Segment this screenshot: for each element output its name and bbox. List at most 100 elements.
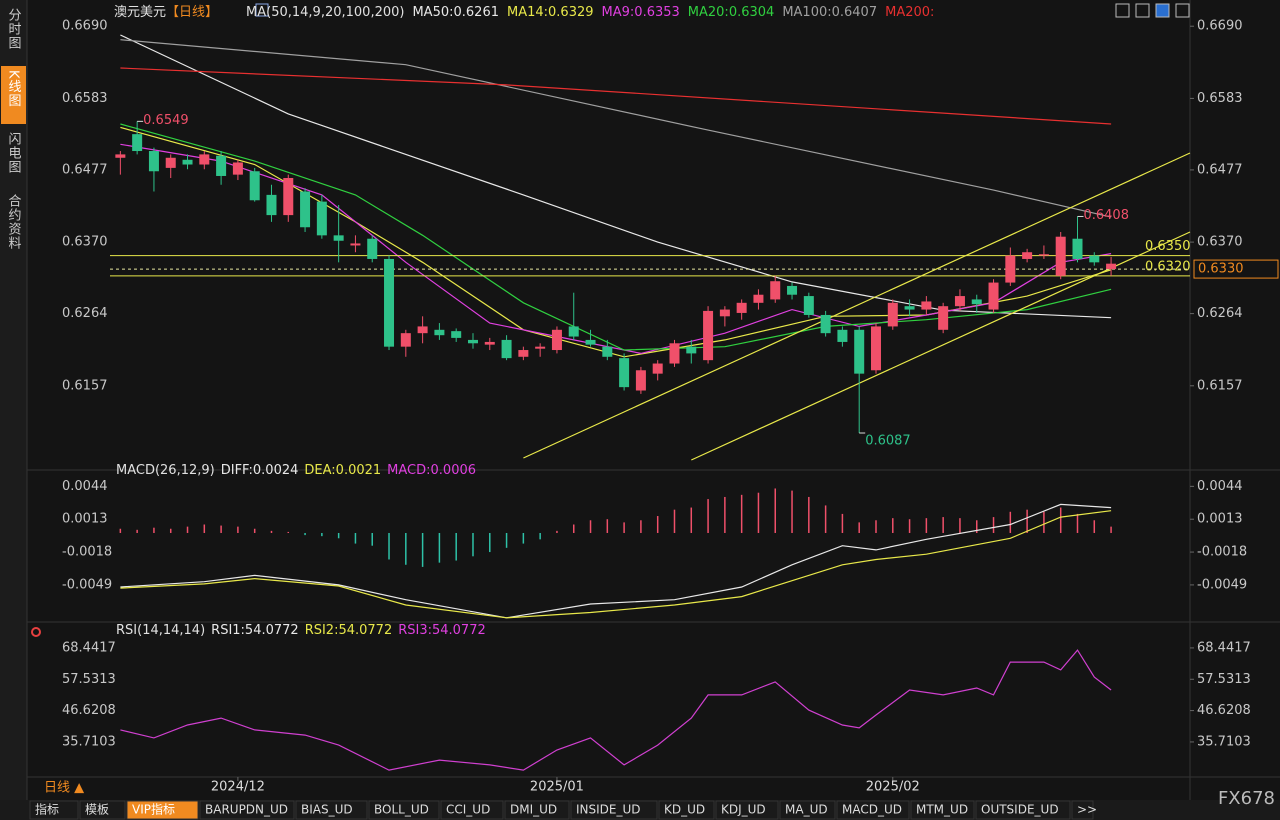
sidebar-tab[interactable] bbox=[1, 128, 26, 186]
y-tick-label-right: 46.6208 bbox=[1197, 703, 1251, 718]
candle-body bbox=[837, 329, 848, 342]
bottom-tab[interactable] bbox=[836, 800, 910, 820]
candle-body bbox=[518, 350, 529, 357]
sidebar-tab[interactable] bbox=[1, 190, 26, 266]
candle-body bbox=[585, 339, 596, 345]
candle-body bbox=[803, 296, 814, 315]
icon[interactable] bbox=[1135, 3, 1150, 18]
candle-body bbox=[971, 299, 982, 305]
legend-entry: RSI3:54.0772 bbox=[398, 623, 486, 638]
y-tick-label-right: 0.6690 bbox=[1197, 19, 1243, 34]
bottom-tab[interactable] bbox=[570, 800, 658, 820]
y-tick-label: 0.6370 bbox=[62, 235, 108, 250]
legend-entry: MA14:0.6329 bbox=[507, 5, 594, 20]
price-line-label: 0.6320 bbox=[1145, 259, 1191, 274]
sidebar-tab-label[interactable]: K线图 bbox=[6, 70, 22, 108]
bottom-tab[interactable] bbox=[910, 800, 975, 820]
y-tick-label-right: 0.6370 bbox=[1197, 235, 1243, 250]
y-tick-label-right: 0.6157 bbox=[1197, 378, 1243, 393]
symbol-name: 澳元美元 bbox=[114, 4, 166, 20]
bottom-tab-label[interactable]: INSIDE_UD bbox=[576, 803, 641, 817]
y-tick-label-right: 35.7103 bbox=[1197, 734, 1251, 749]
candle-body bbox=[787, 285, 798, 295]
current-price-label: 0.6330 bbox=[1198, 262, 1244, 277]
bottom-tab[interactable] bbox=[368, 800, 440, 820]
candle-body bbox=[165, 157, 176, 168]
bottom-tab[interactable] bbox=[199, 800, 295, 820]
y-tick-label-right: 0.6583 bbox=[1197, 91, 1243, 106]
candle-body bbox=[1022, 252, 1033, 259]
current-price-box bbox=[1193, 259, 1279, 279]
bottom-tab-label[interactable]: MACD_UD bbox=[842, 803, 902, 817]
bottom-tab[interactable] bbox=[1071, 800, 1094, 820]
candle-body bbox=[501, 339, 512, 359]
bottom-tab[interactable] bbox=[658, 800, 715, 820]
candle-body bbox=[938, 306, 949, 330]
legend-entry: RSI2:54.0772 bbox=[305, 623, 393, 638]
candle-body bbox=[115, 154, 126, 158]
y-tick-label: 46.6208 bbox=[62, 703, 116, 718]
bottom-tab-label[interactable]: MTM_UD bbox=[916, 803, 968, 817]
y-tick-label-right: 0.6477 bbox=[1197, 162, 1243, 177]
period-label[interactable]: 日线 ▲ bbox=[44, 781, 84, 796]
candle-body bbox=[148, 151, 159, 172]
candle-body bbox=[350, 243, 361, 246]
candle-body bbox=[535, 346, 546, 349]
candle-body bbox=[367, 238, 378, 259]
icon[interactable] bbox=[1175, 3, 1190, 18]
bottom-tab-label[interactable]: BOLL_UD bbox=[374, 803, 429, 817]
legend-entry: MA100:0.6407 bbox=[782, 5, 877, 20]
sidebar-tab-label[interactable]: 分时图 bbox=[6, 8, 22, 50]
bottom-tab[interactable] bbox=[504, 800, 570, 820]
candle-body bbox=[300, 191, 311, 228]
annotation-label: 0.6087 bbox=[865, 434, 911, 449]
bottom-tab[interactable] bbox=[779, 800, 836, 820]
bottom-tab-label[interactable]: CCI_UD bbox=[446, 803, 490, 817]
bottom-tab[interactable] bbox=[975, 800, 1071, 820]
sidebar-tab[interactable] bbox=[1, 4, 26, 62]
rsi-line bbox=[120, 649, 1112, 771]
bottom-tab-label[interactable]: BIAS_UD bbox=[301, 803, 353, 817]
bottom-tab-label[interactable]: KD_UD bbox=[664, 803, 705, 817]
bottom-tab-label[interactable]: BARUPDN_UD bbox=[205, 803, 288, 817]
bottom-tab-label[interactable]: KDJ_UD bbox=[721, 803, 766, 817]
bottom-tab[interactable] bbox=[126, 800, 199, 820]
macd-line bbox=[120, 510, 1112, 619]
candle-body bbox=[652, 363, 663, 374]
candle-body bbox=[216, 155, 227, 176]
bottom-tab-label[interactable]: >> bbox=[1077, 803, 1097, 817]
bottom-tab[interactable] bbox=[440, 800, 504, 820]
trend-line bbox=[691, 231, 1191, 461]
sidebar-tab-label[interactable]: 合约资料 bbox=[6, 194, 22, 250]
bottom-tab-label[interactable]: 模板 bbox=[85, 803, 109, 817]
sidebar-tab-label[interactable]: 闪电图 bbox=[6, 132, 21, 174]
candle-body bbox=[669, 343, 680, 364]
sidebar-tab[interactable] bbox=[1, 66, 26, 124]
indicator-name: MA(50,14,9,20,100,200) bbox=[246, 5, 404, 20]
bottom-tab-label[interactable]: DMI_UD bbox=[510, 803, 557, 817]
bottom-tab-label[interactable]: MA_UD bbox=[785, 803, 828, 817]
price-line-label: 0.6350 bbox=[1145, 239, 1191, 254]
candle-body bbox=[820, 314, 831, 334]
ma-line bbox=[120, 39, 1112, 218]
candle-body bbox=[954, 296, 965, 307]
candle-body bbox=[417, 326, 428, 334]
ma-line bbox=[120, 67, 1112, 125]
icon[interactable] bbox=[1155, 3, 1170, 18]
bottom-tab-label[interactable]: 指标 bbox=[35, 802, 59, 817]
legend-entry: MA20:0.6304 bbox=[688, 5, 775, 20]
icon[interactable] bbox=[1115, 3, 1130, 18]
date-label: 2025/02 bbox=[866, 780, 920, 795]
candle-body bbox=[753, 294, 764, 303]
bottom-tab-label[interactable]: VIP指标 bbox=[132, 802, 175, 817]
bottom-tab[interactable] bbox=[295, 800, 368, 820]
y-tick-label: 57.5313 bbox=[62, 672, 116, 687]
bottom-tab[interactable] bbox=[715, 800, 779, 820]
y-tick-label: 35.7103 bbox=[62, 734, 116, 749]
bottom-tab-label[interactable]: OUTSIDE_UD bbox=[981, 803, 1059, 817]
bottom-tab[interactable] bbox=[79, 800, 126, 820]
candle-body bbox=[736, 302, 747, 313]
bottom-tab[interactable] bbox=[29, 800, 79, 820]
